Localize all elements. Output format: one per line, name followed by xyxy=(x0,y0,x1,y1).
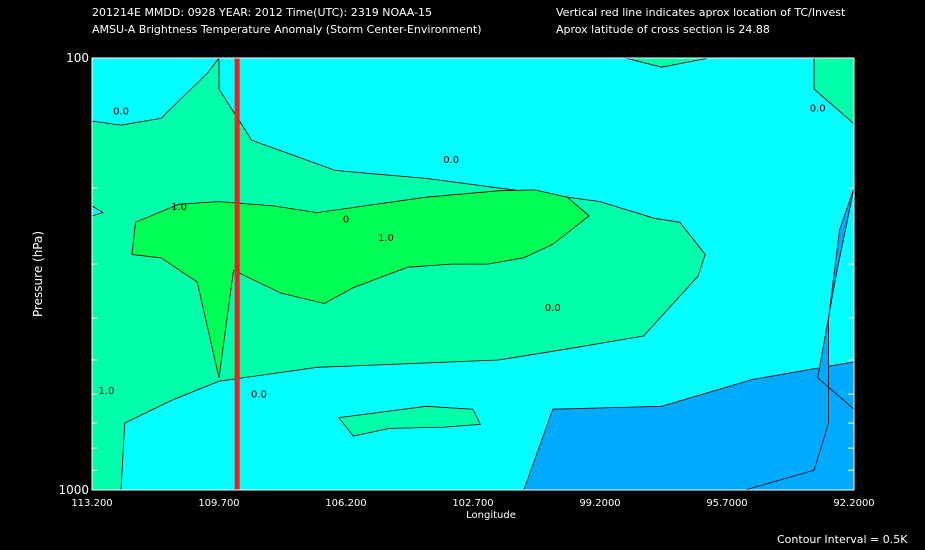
contour-label-5: 1.0 xyxy=(378,233,394,244)
x-tick-label-2: 106.200 xyxy=(325,498,366,509)
header-line1-left: 201214E MMDD: 0928 YEAR: 2012 Time(UTC):… xyxy=(92,6,433,19)
contour-label-8: 0.0 xyxy=(251,389,267,400)
contour-regions xyxy=(91,56,855,491)
contour-labels: 0.0 0.0 0.0 1.0 0 1.0 0.0 1.0 0.0 xyxy=(99,104,826,401)
x-tick-label-5: 95.7000 xyxy=(706,498,747,509)
x-tick-label-1: 109.700 xyxy=(198,498,239,509)
x-tick-label-6: 92.2000 xyxy=(833,498,874,509)
y-axis-ticks: 100 1000 xyxy=(58,51,854,497)
header-line1-right: Vertical red line indicates aprox locati… xyxy=(556,6,846,19)
contour-label-4: 0 xyxy=(343,214,349,225)
contour-interval-note: Contour Interval = 0.5K xyxy=(777,533,908,546)
plot-frame xyxy=(91,57,855,491)
header-line2-left: AMSU-A Brightness Temperature Anomaly (S… xyxy=(92,23,482,36)
header-line2-right: Aprox latitude of cross section is 24.88 xyxy=(556,23,770,36)
contour-label-7: 1.0 xyxy=(99,386,115,397)
contour-label-1: 0.0 xyxy=(443,155,459,166)
y-tick-label-0: 100 xyxy=(66,51,89,65)
x-tick-label-0: 113.200 xyxy=(71,498,112,509)
contour-label-6: 0.0 xyxy=(545,303,561,314)
contour-label-3: 1.0 xyxy=(171,202,187,213)
x-tick-label-3: 102.700 xyxy=(452,498,493,509)
x-axis-ticks: 113.200 109.700 106.200 102.700 99.2000 95.70… xyxy=(71,498,874,509)
contour-label-2: 0.0 xyxy=(810,104,826,115)
y-axis-title: Pressure (hPa) xyxy=(31,231,45,317)
contour-region-6 xyxy=(337,405,481,437)
contour-region-5 xyxy=(131,189,590,378)
y-tick-label-1: 1000 xyxy=(58,483,89,497)
x-axis-title: Longitude xyxy=(466,510,516,521)
contour-label-0: 0.0 xyxy=(113,106,129,117)
x-tick-label-4: 99.2000 xyxy=(579,498,620,509)
